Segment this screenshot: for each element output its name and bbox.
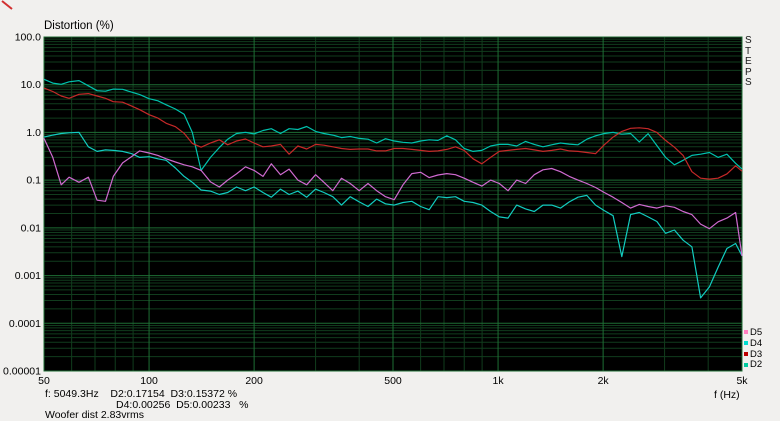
y-tick-label: 100.0: [15, 32, 41, 44]
app-name-letter: E: [745, 56, 752, 67]
x-tick-label: 5k: [736, 375, 748, 387]
x-tick-label: 500: [384, 375, 402, 387]
cursor-mark-icon: [1, 0, 13, 10]
plot-frame: [43, 36, 743, 372]
app-name-letter: T: [745, 45, 752, 57]
cursor-readout-line2: D4:0.00256 D5:0.00233 %: [116, 399, 249, 411]
y-tick-label: 0.00001: [3, 366, 41, 378]
series-D2: [43, 78, 743, 171]
measurement-note: Woofer dist 2.83vrms: [45, 409, 145, 421]
y-tick-label: 0.0001: [9, 318, 41, 330]
trace-D3: [43, 87, 743, 180]
x-tick-label: 50: [38, 375, 50, 387]
series-D4: [43, 131, 743, 299]
legend-item-D3: D3: [744, 349, 762, 360]
series-D5: [43, 138, 743, 256]
legend-swatch: [744, 341, 748, 346]
x-tick-label: 200: [245, 375, 263, 387]
x-axis-unit-label: f (Hz): [714, 389, 740, 401]
app-name-letter: S: [745, 77, 752, 88]
legend-label: D4: [750, 337, 763, 349]
trace-D2: [43, 78, 743, 171]
legend-swatch: [744, 330, 748, 335]
legend-label: D3: [750, 348, 763, 360]
y-tick-label: 0.01: [21, 222, 42, 234]
y-tick-label: 0.1: [26, 175, 41, 187]
y-tick-label: 0.001: [15, 270, 41, 282]
y-axis-labels: 100.0 10.0 1.0 0.1 0.01 0.001 0.0001 0.00001: [3, 32, 41, 378]
x-tick-label: 1k: [493, 375, 505, 387]
cursor-readout-line1: f: 5049.3Hz D2:0.17154 D3:0.15372 %: [45, 388, 238, 400]
legend-swatch: [744, 362, 748, 367]
x-axis-labels: 50 100 200 500 1k 2k 5k: [38, 375, 748, 387]
y-tick-label: 1.0: [26, 127, 41, 139]
legend-item-D5: D5: [744, 327, 762, 338]
grid: [43, 36, 743, 372]
chart-title: Distortion (%): [44, 20, 114, 32]
y-tick-label: 10.0: [21, 79, 42, 91]
trace-D5: [43, 138, 743, 256]
x-tick-label: 2k: [598, 375, 610, 387]
trace-D4: [43, 131, 743, 299]
app-name-letter: P: [745, 66, 752, 78]
series-D3: [43, 87, 743, 180]
legend-item-D2: D2: [744, 359, 762, 370]
legend-swatch: [744, 351, 748, 356]
legend-item-D4: D4: [744, 338, 762, 349]
legend: D5 D4 D3 D2: [744, 327, 762, 370]
x-tick-label: 100: [140, 375, 158, 387]
legend-label: D2: [750, 359, 763, 371]
app-name-letter: S: [745, 35, 752, 46]
legend-label: D5: [750, 326, 763, 338]
